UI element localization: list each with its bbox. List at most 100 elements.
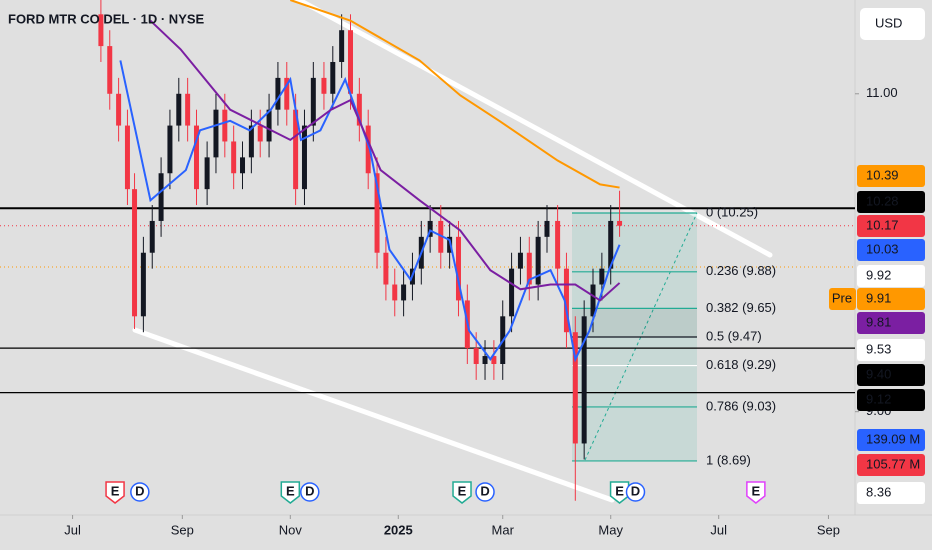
trendline — [293, 0, 773, 258]
event-label: E — [286, 483, 295, 498]
candle-body — [204, 157, 210, 190]
candle-body — [438, 220, 444, 253]
fib-label: 0.5 (9.47) — [706, 328, 762, 343]
price-tag-label: 9.40 — [866, 366, 891, 381]
event-label: E — [111, 483, 120, 498]
event-label: E — [458, 483, 467, 498]
price-tag — [857, 482, 925, 504]
moving-average — [119, 60, 621, 363]
price-tag — [857, 364, 925, 386]
currency-label[interactable]: USD — [875, 15, 902, 30]
price-tag-label: 8.36 — [866, 484, 891, 499]
price-tag-label: 9.92 — [866, 267, 891, 282]
plot-area — [0, 0, 855, 503]
price-tag — [857, 165, 925, 187]
trendline — [132, 327, 615, 503]
fib-label: 1 (8.69) — [706, 452, 751, 467]
event-label: E — [615, 483, 624, 498]
candle-body — [124, 125, 130, 190]
x-tick-label: Sep — [171, 522, 194, 537]
candle-body — [392, 284, 398, 301]
candle-body — [491, 356, 497, 364]
price-tag-prefix — [829, 288, 856, 310]
candle-body — [240, 157, 246, 174]
x-tick-label: Nov — [279, 522, 303, 537]
dividend-marker — [130, 482, 150, 502]
candle-body — [427, 220, 433, 237]
candle-body — [447, 236, 453, 253]
price-tag-label: 9.53 — [866, 341, 891, 356]
candle-body — [330, 61, 336, 94]
candle-body — [248, 125, 254, 158]
candle-body — [374, 173, 380, 253]
price-tag — [857, 265, 925, 287]
candle-body — [116, 93, 122, 126]
candle-body — [617, 220, 623, 226]
candle-body — [140, 252, 146, 317]
earnings-marker — [452, 481, 472, 504]
price-tag-label: 139.09 M — [866, 431, 920, 446]
event-label: D — [135, 483, 144, 498]
fib-label: 0.618 (9.29) — [706, 357, 776, 372]
fib-label: 0.786 (9.03) — [706, 398, 776, 413]
x-tick-label: Mar — [492, 522, 515, 537]
price-tag-label: 9.81 — [866, 314, 891, 329]
candle-body — [158, 173, 164, 221]
price-tag-label: 10.17 — [866, 217, 899, 232]
candle-body — [185, 93, 191, 126]
candle-body — [293, 109, 299, 190]
earnings-marker — [105, 481, 125, 504]
moving-average — [289, 0, 620, 189]
candle-body — [563, 268, 569, 333]
earnings-marker — [609, 481, 630, 504]
price-tag — [857, 429, 925, 451]
candle-body — [257, 125, 263, 142]
dividend-marker — [300, 482, 320, 502]
candle-body — [222, 109, 228, 142]
currency-button[interactable] — [860, 8, 925, 40]
candle-body — [231, 141, 237, 174]
candle-body — [535, 236, 541, 285]
symbol-title: FORD MTR CO DEL · 1D · NYSE — [8, 11, 205, 26]
price-tag — [857, 215, 925, 237]
candle-body — [544, 220, 550, 237]
candle-body — [321, 77, 327, 94]
candle-body — [213, 109, 219, 158]
candle-body — [482, 356, 488, 364]
candle-body — [132, 189, 138, 317]
x-tick-label: Sep — [817, 522, 840, 537]
candle-body — [149, 220, 155, 253]
price-tag-prefix-label: Pre — [832, 290, 852, 305]
candle-body — [401, 284, 407, 301]
candle-body — [266, 109, 272, 142]
fib-label: 0.236 (9.88) — [706, 263, 776, 278]
candle-body — [473, 348, 479, 364]
candle-body — [310, 77, 316, 126]
candle-body — [176, 93, 182, 126]
price-tag — [857, 339, 925, 361]
fib-label: 0 (10.25) — [706, 204, 758, 219]
candle-body — [383, 252, 389, 285]
candle-body — [526, 252, 532, 285]
price-tag-label: 10.03 — [866, 241, 899, 256]
price-tag-label: 9.12 — [866, 391, 891, 406]
candle-body — [455, 236, 461, 301]
candle-body — [365, 125, 371, 174]
x-tick-label: Jul — [64, 522, 81, 537]
candle-body — [339, 30, 345, 62]
price-tag-label: 9.91 — [866, 290, 891, 305]
event-label: E — [752, 483, 761, 498]
y-tick-label: 11.00 — [866, 85, 898, 100]
candle-body — [608, 220, 614, 269]
x-tick-label: Jul — [710, 522, 727, 537]
price-tag-label: 10.28 — [866, 193, 899, 208]
candle-body — [301, 125, 307, 190]
price-tag — [857, 389, 925, 411]
candle-body — [517, 252, 523, 269]
x-tick-label: May — [598, 522, 623, 537]
candle-body — [193, 125, 199, 190]
dividend-marker — [475, 482, 495, 502]
